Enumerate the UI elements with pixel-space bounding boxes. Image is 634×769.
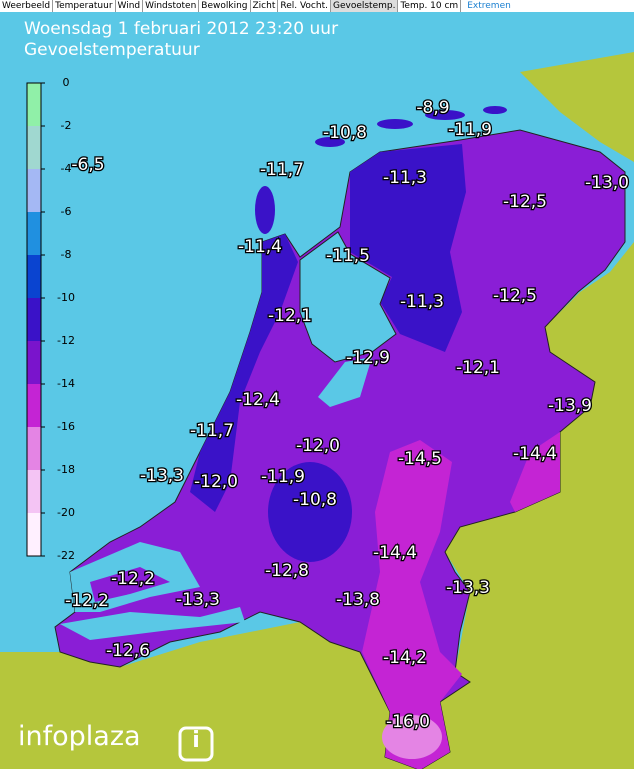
island: [425, 110, 465, 120]
station-value: -16,0: [386, 712, 430, 732]
station-value: -11,5: [326, 246, 370, 266]
logo-icon: [178, 726, 214, 762]
station-value: -12,5: [493, 286, 537, 306]
legend-tick-label: -2: [61, 119, 72, 132]
title: Woensdag 1 februari 2012 23:20 uur: [24, 19, 338, 39]
station-value: -13,3: [140, 466, 184, 486]
region-utrecht-blue: [268, 462, 352, 562]
legend-tick-label: -22: [57, 549, 75, 562]
station-value: -12,6: [106, 641, 150, 661]
region-north-blue: [350, 144, 466, 352]
ijsselmeer: [299, 231, 397, 363]
legend-band: [27, 470, 41, 513]
tab-bar: Weerbeeld Temperatuur Wind Windstoten Bewolk…: [0, 0, 634, 12]
legend-band: [27, 212, 41, 255]
tab[interactable]: Wind: [116, 0, 144, 12]
legend-band: [27, 427, 41, 470]
island: [377, 119, 413, 129]
station-value: -10,8: [323, 123, 367, 143]
station-value: -13,9: [548, 396, 592, 416]
legend-tick-label: -20: [57, 506, 75, 519]
legend-tick-label: -14: [57, 377, 75, 390]
station-value: -12,0: [296, 436, 340, 456]
station-value: -12,5: [503, 192, 547, 212]
tab[interactable]: Gevoelstemp.: [330, 0, 399, 12]
station-value: -6,5: [71, 155, 104, 175]
tab[interactable]: Weerbeeld: [0, 0, 54, 12]
legend-tick-label: -16: [57, 420, 75, 433]
legend-tick-label: -6: [61, 205, 72, 218]
legend-tick-label: -10: [57, 291, 75, 304]
station-value: -12,9: [346, 348, 390, 368]
station-value: -12,1: [268, 306, 312, 326]
legend-frame: [26, 82, 42, 557]
map: infoplaza i Woensdag 1 februari 2012 23:…: [0, 19, 634, 769]
station-value: -14,5: [398, 449, 442, 469]
station-value: -11,9: [261, 467, 305, 487]
island: [255, 186, 275, 234]
legend-band: [27, 169, 41, 212]
delta-island: [90, 567, 170, 602]
legend-band: [27, 126, 41, 169]
tab[interactable]: Zicht: [251, 0, 279, 12]
station-value: -12,4: [236, 390, 280, 410]
station-value: -10,8: [293, 490, 337, 510]
station-value: -11,7: [260, 160, 304, 180]
station-value: -11,7: [190, 421, 234, 441]
legend-band: [27, 341, 41, 384]
tab[interactable]: Temperatuur: [53, 0, 116, 12]
legend-band: [27, 384, 41, 427]
station-value: -11,4: [238, 237, 282, 257]
legend-band: [27, 83, 41, 126]
station-value: -12,2: [111, 569, 155, 589]
tab[interactable]: Windstoten: [143, 0, 200, 12]
region-east-magenta: [510, 432, 560, 512]
legend-tick-label: -8: [61, 248, 72, 261]
station-value: -12,8: [265, 561, 309, 581]
station-value: -11,9: [448, 120, 492, 140]
legend-tick-label: -4: [61, 162, 72, 175]
tab[interactable]: Rel. Vocht.: [278, 0, 331, 12]
land-germany: [0, 52, 634, 769]
station-value: -14,4: [513, 444, 557, 464]
island: [315, 137, 345, 147]
markermeer-coast: [318, 357, 372, 407]
tab[interactable]: Bewolking: [199, 0, 251, 12]
legend-tick-label: 0: [63, 76, 70, 89]
station-value: -12,1: [456, 358, 500, 378]
region-south-magenta: [362, 440, 462, 769]
legend-tick-label: -18: [57, 463, 75, 476]
station-value: -13,0: [585, 173, 629, 193]
region-limburg-pink: [382, 715, 442, 759]
station-value: -13,3: [446, 578, 490, 598]
station-value: -13,3: [176, 590, 220, 610]
legend-band: [27, 513, 41, 556]
station-value: -11,3: [400, 292, 444, 312]
station-value: -11,3: [383, 168, 427, 188]
station-value: -12,0: [194, 472, 238, 492]
tab[interactable]: Extremen: [467, 1, 511, 11]
legend: 0 -2 -4 -6 -8 -10 -12 -14 -16 -18 -20 -22: [26, 76, 75, 562]
station-value: -14,4: [373, 543, 417, 563]
legend-tick-label: -12: [57, 334, 75, 347]
westerschelde: [60, 607, 245, 640]
logo-icon-glyph: i: [192, 728, 200, 753]
legend-band: [27, 255, 41, 298]
tab[interactable]: Temp. 10 cm: [398, 0, 462, 12]
island: [483, 106, 507, 114]
station-value: -13,8: [336, 590, 380, 610]
region-west-blue: [190, 234, 298, 512]
legend-band: [27, 298, 41, 341]
subtitle: Gevoelstemperatuur: [24, 40, 200, 60]
station-value: -14,2: [383, 648, 427, 668]
logo-text: infoplaza: [18, 721, 141, 752]
station-value: -12,2: [65, 591, 109, 611]
station-value: -8,9: [416, 98, 449, 118]
station-labels: -8,9 -10,8 -11,9 -6,5 -11,7 -11,3 -13,0 -12,5 -1…: [64, 97, 631, 734]
